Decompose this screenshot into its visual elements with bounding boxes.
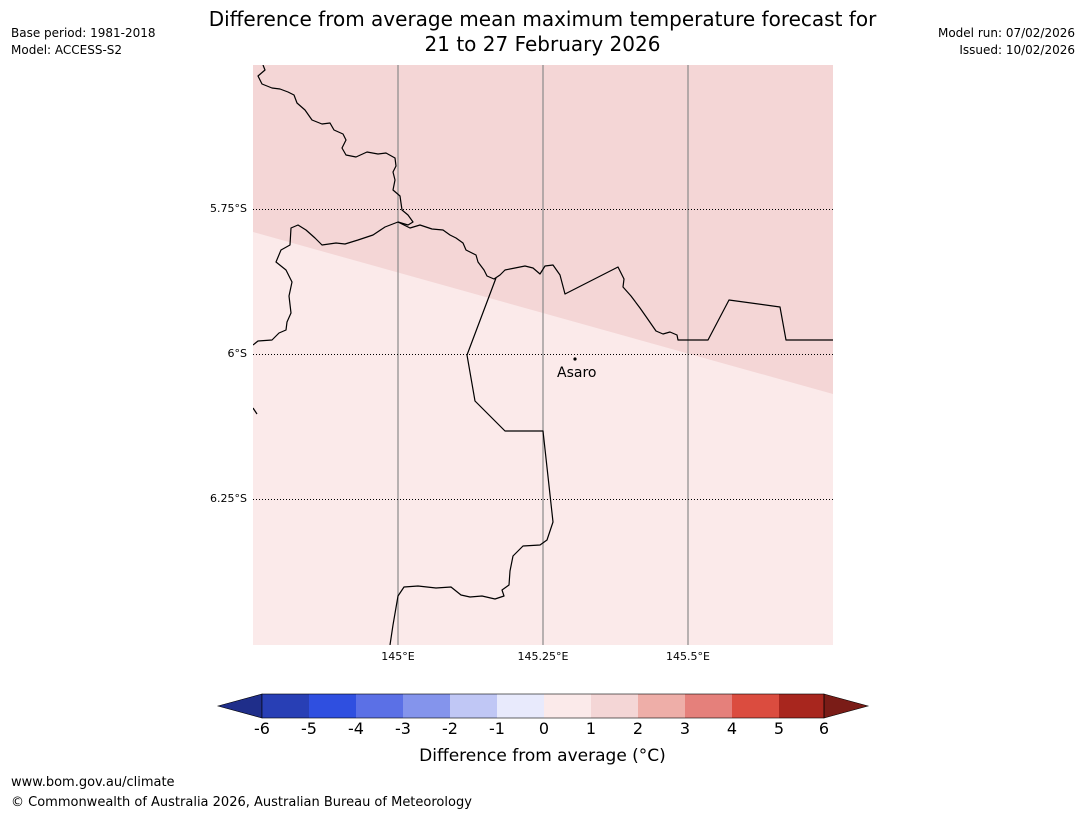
colorbar-bin bbox=[450, 694, 497, 718]
colorbar-bin bbox=[591, 694, 638, 718]
lat-label-6-25s: 6.25°S bbox=[210, 492, 247, 505]
colorbar-bin bbox=[544, 694, 591, 718]
colorbar-bin bbox=[356, 694, 403, 718]
colorbar-bin bbox=[732, 694, 779, 718]
footer-copyright: © Commonwealth of Australia 2026, Austra… bbox=[11, 795, 472, 810]
province-boundaries bbox=[253, 65, 833, 645]
colorbar-tick: 1 bbox=[585, 719, 597, 738]
lon-label-145e: 145°E bbox=[381, 650, 415, 663]
colorbar-bin bbox=[685, 694, 732, 718]
colorbar-tick: 0 bbox=[538, 719, 550, 738]
colorbar-bin bbox=[262, 694, 309, 718]
meta-left: Base period: 1981-2018 Model: ACCESS-S2 bbox=[11, 25, 156, 59]
colorbar-tick: -6 bbox=[254, 719, 270, 738]
issued-date: Issued: 10/02/2026 bbox=[959, 43, 1075, 57]
lon-label-145-5e: 145.5°E bbox=[666, 650, 710, 663]
place-label-asaro: Asaro bbox=[557, 365, 597, 381]
colorbar-tick: -2 bbox=[442, 719, 458, 738]
colorbar-bin bbox=[638, 694, 685, 718]
colorbar-tick: -3 bbox=[395, 719, 411, 738]
model-run: Model run: 07/02/2026 bbox=[937, 26, 1075, 40]
lat-label-6s: 6°S bbox=[227, 347, 247, 360]
model-name: Model: ACCESS-S2 bbox=[11, 43, 123, 57]
colorbar-extend-low bbox=[216, 693, 263, 719]
colorbar-bin bbox=[497, 694, 544, 718]
colorbar-tick: 6 bbox=[818, 719, 830, 738]
footer-website: www.bom.gov.au/climate bbox=[11, 775, 175, 790]
lon-label-145-25e: 145.25°E bbox=[517, 650, 569, 663]
colorbar-tick: -4 bbox=[348, 719, 364, 738]
colorbar bbox=[216, 693, 870, 719]
colorbar-tick: 5 bbox=[773, 719, 785, 738]
map-area bbox=[253, 65, 833, 645]
lat-label-5-75s: 5.75°S bbox=[210, 202, 247, 215]
chart-title: Difference from average mean maximum tem… bbox=[0, 7, 1085, 57]
base-period: Base period: 1981-2018 bbox=[11, 26, 156, 40]
colorbar-label: Difference from average (°C) bbox=[419, 746, 666, 766]
meta-right: Model run: 07/02/2026 Issued: 10/02/2026 bbox=[938, 25, 1075, 59]
colorbar-tick: 2 bbox=[632, 719, 644, 738]
title-line-2: 21 to 27 February 2026 bbox=[424, 32, 661, 56]
colorbar-tick: 4 bbox=[726, 719, 738, 738]
asaro-marker bbox=[573, 357, 577, 361]
colorbar-tick: -1 bbox=[489, 719, 505, 738]
colorbar-outline bbox=[261, 693, 825, 719]
colorbar-extend-high bbox=[823, 693, 870, 719]
colorbar-tick: 3 bbox=[679, 719, 691, 738]
colorbar-bin bbox=[403, 694, 450, 718]
colorbar-tick: -5 bbox=[301, 719, 317, 738]
colorbar-bin bbox=[779, 694, 824, 718]
colorbar-bin bbox=[309, 694, 356, 718]
title-line-1: Difference from average mean maximum tem… bbox=[208, 7, 877, 31]
